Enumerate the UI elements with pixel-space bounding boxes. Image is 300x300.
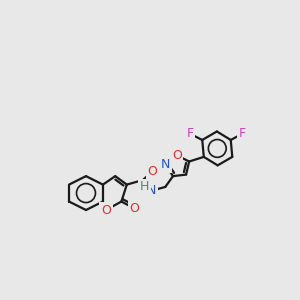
Text: O: O — [101, 203, 111, 217]
Text: N: N — [147, 184, 156, 197]
Text: F: F — [239, 127, 246, 140]
Text: O: O — [172, 149, 182, 162]
Text: O: O — [130, 202, 140, 215]
Text: F: F — [186, 127, 194, 140]
Text: N: N — [160, 158, 170, 171]
Text: O: O — [147, 165, 157, 178]
Text: H: H — [140, 180, 149, 194]
